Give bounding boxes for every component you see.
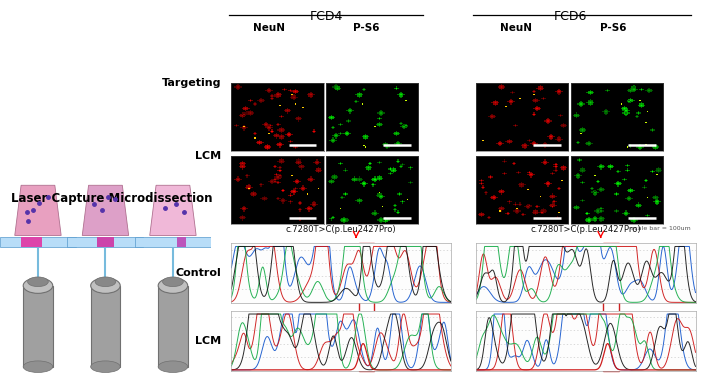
Text: c.7280T>C(p.Leu2427Pro): c.7280T>C(p.Leu2427Pro) bbox=[286, 225, 396, 234]
Bar bbox=[135, 237, 211, 247]
Ellipse shape bbox=[91, 361, 120, 372]
Ellipse shape bbox=[95, 277, 116, 286]
Bar bbox=[359, 243, 374, 371]
Text: P-S6: P-S6 bbox=[600, 23, 626, 33]
Text: LCM: LCM bbox=[195, 151, 221, 161]
Bar bbox=[0, 237, 76, 247]
Text: NeuN: NeuN bbox=[253, 23, 285, 33]
Polygon shape bbox=[150, 185, 196, 235]
Bar bbox=[21, 237, 42, 247]
Polygon shape bbox=[15, 185, 61, 235]
Bar bbox=[177, 237, 186, 247]
Ellipse shape bbox=[23, 361, 53, 372]
Bar bbox=[603, 243, 619, 371]
Ellipse shape bbox=[91, 278, 120, 293]
Bar bbox=[67, 237, 143, 247]
Ellipse shape bbox=[158, 361, 188, 372]
Bar bbox=[23, 286, 53, 367]
Ellipse shape bbox=[158, 278, 188, 293]
Text: NeuN: NeuN bbox=[500, 23, 532, 33]
Text: scale bar = 100um: scale bar = 100um bbox=[631, 226, 690, 231]
Text: Control: Control bbox=[176, 268, 221, 278]
Text: Targeting: Targeting bbox=[162, 78, 221, 88]
Ellipse shape bbox=[162, 277, 183, 286]
Text: P-S6: P-S6 bbox=[353, 23, 380, 33]
Polygon shape bbox=[82, 185, 129, 235]
Bar bbox=[158, 286, 188, 367]
Text: Laser Capture Microdissection: Laser Capture Microdissection bbox=[11, 192, 212, 205]
Text: FCD4: FCD4 bbox=[309, 10, 343, 23]
Ellipse shape bbox=[27, 277, 49, 286]
Bar bbox=[91, 286, 120, 367]
Text: LCM: LCM bbox=[195, 336, 221, 345]
Ellipse shape bbox=[23, 278, 53, 293]
Text: c.7280T>C(p.Leu2427Pro): c.7280T>C(p.Leu2427Pro) bbox=[530, 225, 641, 234]
Text: FCD6: FCD6 bbox=[554, 10, 588, 23]
Bar bbox=[97, 237, 114, 247]
